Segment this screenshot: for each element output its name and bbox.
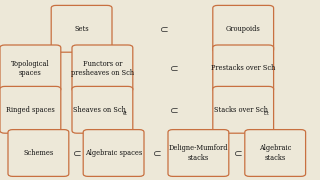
Text: Deligne-Mumford
stacks: Deligne-Mumford stacks <box>169 144 228 162</box>
Text: Sets: Sets <box>74 25 89 33</box>
Text: $\subset$: $\subset$ <box>70 148 82 158</box>
Text: $\subset$: $\subset$ <box>156 24 168 34</box>
FancyBboxPatch shape <box>83 130 144 176</box>
FancyBboxPatch shape <box>213 5 274 52</box>
FancyBboxPatch shape <box>213 45 274 92</box>
Text: Topological
spaces: Topological spaces <box>11 60 50 77</box>
Text: Algebraic spaces: Algebraic spaces <box>85 149 142 157</box>
FancyBboxPatch shape <box>213 86 274 133</box>
FancyBboxPatch shape <box>0 86 61 133</box>
FancyBboxPatch shape <box>72 86 133 133</box>
Text: Algebraic
stacks: Algebraic stacks <box>259 144 292 162</box>
Text: Functors or
presheaves on Sch: Functors or presheaves on Sch <box>71 60 134 77</box>
FancyBboxPatch shape <box>245 130 306 176</box>
Text: Sheaves on Sch: Sheaves on Sch <box>73 106 126 114</box>
FancyBboxPatch shape <box>168 130 229 176</box>
Text: $\subset$: $\subset$ <box>150 148 162 158</box>
Text: Ringed spaces: Ringed spaces <box>6 106 55 114</box>
Text: Schemes: Schemes <box>23 149 53 157</box>
Text: Prestacks over Sch: Prestacks over Sch <box>211 64 276 72</box>
FancyBboxPatch shape <box>51 5 112 52</box>
Text: Stacks over Sch: Stacks over Sch <box>214 106 268 114</box>
Text: Groupoids: Groupoids <box>226 25 260 33</box>
FancyBboxPatch shape <box>72 45 133 92</box>
FancyBboxPatch shape <box>0 45 61 92</box>
Text: $\subset$: $\subset$ <box>231 148 243 158</box>
FancyBboxPatch shape <box>8 130 69 176</box>
Text: $_{\rm Et}$: $_{\rm Et}$ <box>263 109 270 118</box>
Text: $_{\rm \acute{e}t}$: $_{\rm \acute{e}t}$ <box>122 110 129 118</box>
Text: $\subset$: $\subset$ <box>167 63 179 73</box>
Text: $\subset$: $\subset$ <box>167 105 179 115</box>
